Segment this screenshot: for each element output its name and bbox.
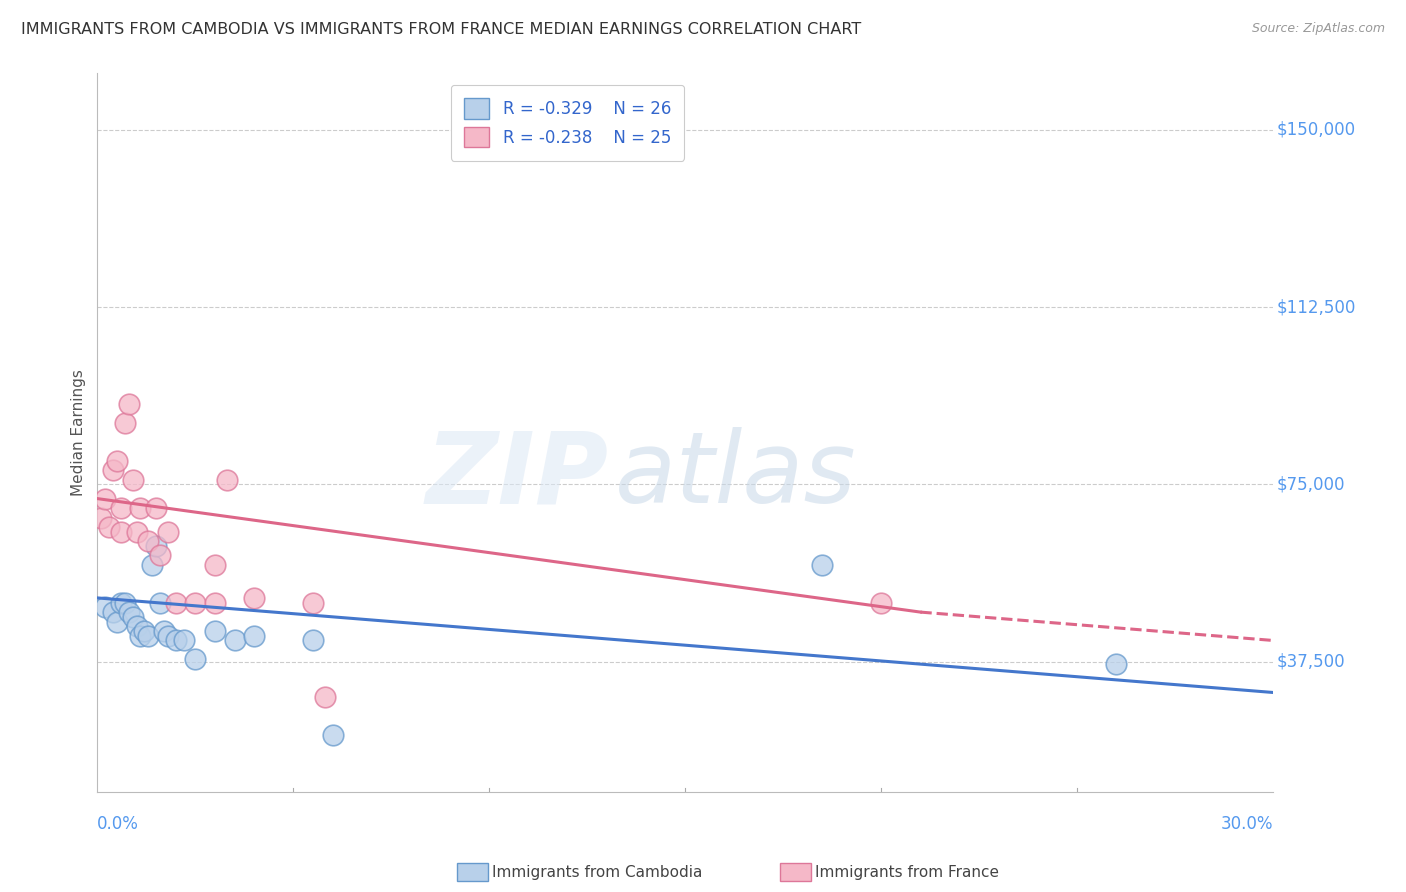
Point bbox=[136, 534, 159, 549]
Point bbox=[165, 633, 187, 648]
Point bbox=[110, 501, 132, 516]
Point bbox=[870, 596, 893, 610]
Text: Immigrants from Cambodia: Immigrants from Cambodia bbox=[492, 865, 703, 880]
Point bbox=[125, 619, 148, 633]
Point bbox=[118, 605, 141, 619]
Text: IMMIGRANTS FROM CAMBODIA VS IMMIGRANTS FROM FRANCE MEDIAN EARNINGS CORRELATION C: IMMIGRANTS FROM CAMBODIA VS IMMIGRANTS F… bbox=[21, 22, 862, 37]
Point bbox=[141, 558, 163, 572]
Text: Source: ZipAtlas.com: Source: ZipAtlas.com bbox=[1251, 22, 1385, 36]
Point bbox=[101, 463, 124, 477]
Point bbox=[129, 501, 152, 516]
Point bbox=[1105, 657, 1128, 672]
Point bbox=[811, 558, 834, 572]
Point bbox=[129, 629, 152, 643]
Point bbox=[125, 524, 148, 539]
Text: $150,000: $150,000 bbox=[1277, 120, 1355, 139]
Point bbox=[110, 524, 132, 539]
Point bbox=[153, 624, 176, 638]
Text: $37,500: $37,500 bbox=[1277, 653, 1346, 671]
Text: ZIP: ZIP bbox=[426, 427, 609, 524]
Point bbox=[118, 397, 141, 411]
Point bbox=[215, 473, 238, 487]
Point bbox=[145, 539, 167, 553]
Text: $112,500: $112,500 bbox=[1277, 298, 1357, 316]
Point bbox=[136, 629, 159, 643]
Point bbox=[110, 596, 132, 610]
Text: Immigrants from France: Immigrants from France bbox=[815, 865, 1000, 880]
Point bbox=[114, 416, 136, 430]
Point bbox=[145, 501, 167, 516]
Point bbox=[314, 690, 336, 705]
Point bbox=[156, 629, 179, 643]
Text: atlas: atlas bbox=[614, 427, 856, 524]
Point bbox=[184, 596, 207, 610]
Point bbox=[173, 633, 195, 648]
Y-axis label: Median Earnings: Median Earnings bbox=[72, 369, 86, 496]
Point bbox=[165, 596, 187, 610]
Point bbox=[134, 624, 156, 638]
Point bbox=[302, 596, 325, 610]
Point bbox=[302, 633, 325, 648]
Point bbox=[94, 600, 117, 615]
Point bbox=[114, 596, 136, 610]
Point bbox=[101, 605, 124, 619]
Point bbox=[121, 473, 143, 487]
Point bbox=[149, 549, 172, 563]
Point bbox=[149, 596, 172, 610]
Point bbox=[184, 652, 207, 666]
Legend: R = -0.329    N = 26, R = -0.238    N = 25: R = -0.329 N = 26, R = -0.238 N = 25 bbox=[451, 85, 685, 161]
Text: $75,000: $75,000 bbox=[1277, 475, 1346, 493]
Point bbox=[90, 510, 112, 524]
Point bbox=[243, 591, 266, 605]
Point bbox=[98, 520, 121, 534]
Point bbox=[204, 624, 226, 638]
Point bbox=[322, 728, 344, 742]
Text: 0.0%: 0.0% bbox=[97, 815, 139, 833]
Point bbox=[105, 454, 128, 468]
Point bbox=[105, 615, 128, 629]
Point bbox=[156, 524, 179, 539]
Point bbox=[204, 558, 226, 572]
Point bbox=[243, 629, 266, 643]
Point bbox=[94, 491, 117, 506]
Point bbox=[121, 610, 143, 624]
Text: 30.0%: 30.0% bbox=[1220, 815, 1274, 833]
Point bbox=[204, 596, 226, 610]
Point bbox=[224, 633, 246, 648]
